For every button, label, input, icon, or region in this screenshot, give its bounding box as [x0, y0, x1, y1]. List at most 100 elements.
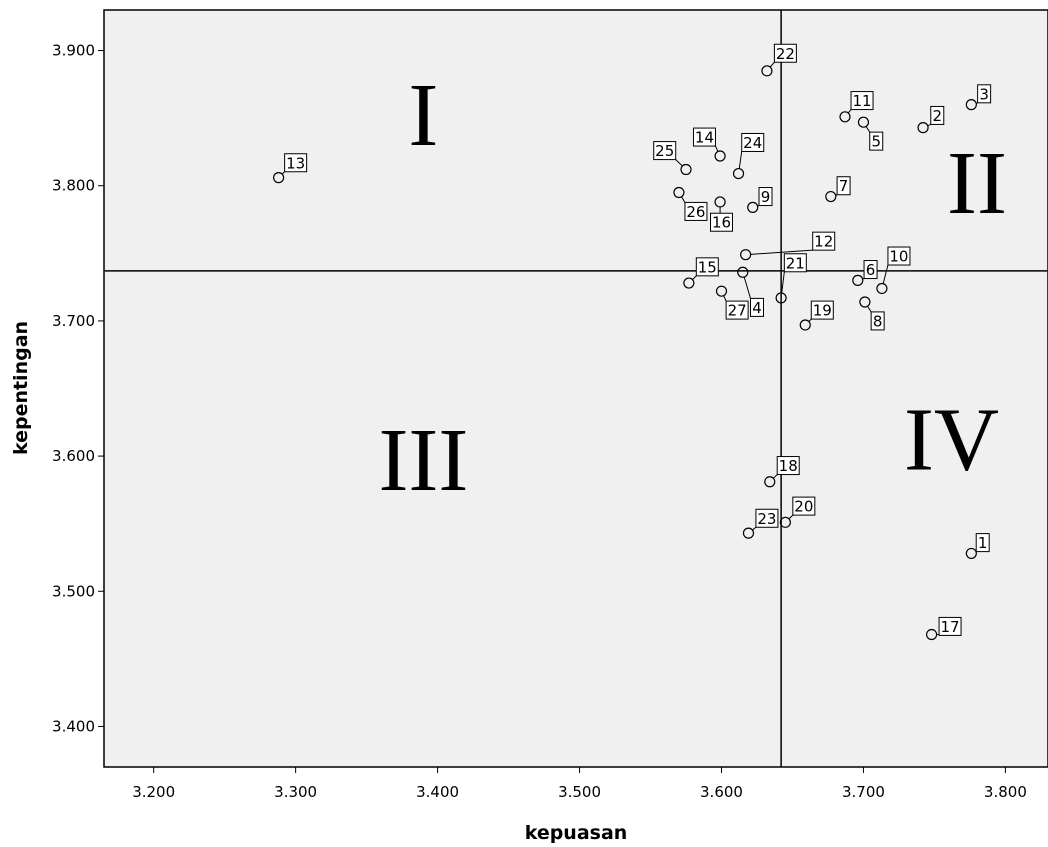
point-label-box: [749, 297, 764, 317]
point-label-box: [977, 84, 992, 104]
point-label: 26: [686, 203, 705, 221]
point-connector: [738, 151, 743, 169]
data-point: 22: [761, 43, 797, 77]
point-label: 10: [889, 248, 908, 266]
quadrant-label: II: [947, 134, 1007, 233]
point-marker: [925, 628, 938, 641]
point-label-box: [725, 300, 749, 320]
point-connector: [882, 264, 889, 284]
point-label-box: [653, 141, 677, 161]
point-label: 11: [852, 92, 871, 110]
point-label-box: [773, 43, 797, 63]
point-connector: [681, 196, 686, 203]
data-point: 6: [852, 260, 878, 286]
point-marker: [965, 99, 977, 111]
point-label-box: [758, 187, 773, 207]
point-connector: [781, 271, 785, 294]
y-tick-label: 3.900: [52, 42, 95, 60]
point-label-box: [812, 231, 836, 251]
point-marker: [673, 186, 685, 199]
y-axis-title: kepentingan: [10, 321, 32, 455]
point-label-box: [930, 105, 945, 125]
point-connector: [769, 61, 775, 68]
point-marker: [825, 190, 837, 203]
point-connector: [788, 514, 794, 520]
point-marker: [876, 282, 888, 295]
data-points: 1234567891011121314151617181920212223242…: [273, 43, 992, 641]
data-point: 9: [747, 187, 773, 213]
point-label-box: [783, 253, 807, 273]
point-marker: [852, 274, 864, 286]
point-marker: [799, 319, 811, 331]
point-label: 1: [978, 534, 988, 552]
data-point: 17: [925, 616, 962, 641]
point-marker: [917, 122, 929, 134]
data-point: 14: [692, 127, 726, 162]
point-label: 3: [979, 85, 989, 103]
point-marker: [764, 476, 776, 488]
data-point: 23: [742, 508, 779, 539]
point-marker: [714, 150, 726, 162]
point-label: 25: [655, 142, 674, 160]
point-label: 24: [743, 134, 762, 152]
point-label: 20: [794, 498, 813, 516]
point-label-box: [938, 616, 962, 636]
point-label-box: [850, 91, 874, 111]
point-connector: [675, 159, 683, 167]
point-connector: [723, 295, 727, 302]
data-point: 13: [273, 153, 308, 184]
point-label: 16: [712, 214, 731, 232]
point-marker: [737, 266, 749, 278]
point-label: 6: [866, 261, 876, 279]
point-label: 7: [839, 177, 849, 195]
x-axis-title: kepuasan: [525, 822, 628, 844]
point-label: 2: [933, 107, 943, 125]
point-label-box: [284, 153, 308, 173]
point-label: 4: [752, 299, 762, 317]
point-label-box: [887, 246, 911, 266]
data-point: 1: [965, 533, 990, 560]
data-point: 21: [775, 253, 807, 304]
plot-background: [103, 9, 1048, 768]
x-tick-label: 3.700: [842, 783, 885, 801]
x-tick-label: 3.800: [984, 783, 1027, 801]
point-label-box: [695, 257, 719, 277]
point-label-box: [975, 533, 990, 553]
x-tick-label: 3.500: [558, 783, 601, 801]
quadrant-label: III: [378, 411, 468, 510]
point-label-box: [870, 311, 885, 331]
point-connector: [750, 249, 813, 255]
point-marker: [680, 163, 692, 176]
point-marker: [740, 249, 752, 261]
data-point: 27: [715, 285, 749, 320]
data-point: 8: [859, 296, 885, 331]
reference-lines: [104, 10, 1048, 767]
point-connector: [715, 145, 719, 152]
point-label: 12: [814, 233, 833, 251]
point-label-box: [684, 201, 708, 221]
data-point: 24: [732, 132, 765, 180]
x-tick-label: 3.200: [132, 783, 175, 801]
point-label-box: [755, 508, 779, 528]
point-label-box: [710, 212, 734, 232]
data-point: 16: [710, 196, 734, 232]
point-label-box: [792, 496, 816, 516]
point-connector: [773, 474, 778, 479]
point-label-box: [692, 127, 716, 147]
point-label: 19: [813, 302, 832, 320]
quadrant-label: I: [408, 66, 438, 165]
point-marker: [839, 111, 851, 123]
data-point: 5: [857, 116, 884, 151]
point-marker: [683, 277, 695, 289]
point-label-box: [810, 300, 834, 320]
point-label: 21: [786, 254, 805, 272]
point-marker: [732, 167, 745, 180]
point-label: 9: [761, 188, 771, 206]
point-label: 14: [695, 129, 714, 147]
point-label: 18: [779, 457, 798, 475]
data-point: 4: [737, 266, 764, 317]
x-axis-ticks: 3.200 3.300 3.400 3.500 3.600 3.700 3.800: [132, 767, 1027, 801]
quadrant-label: IV: [904, 391, 999, 490]
